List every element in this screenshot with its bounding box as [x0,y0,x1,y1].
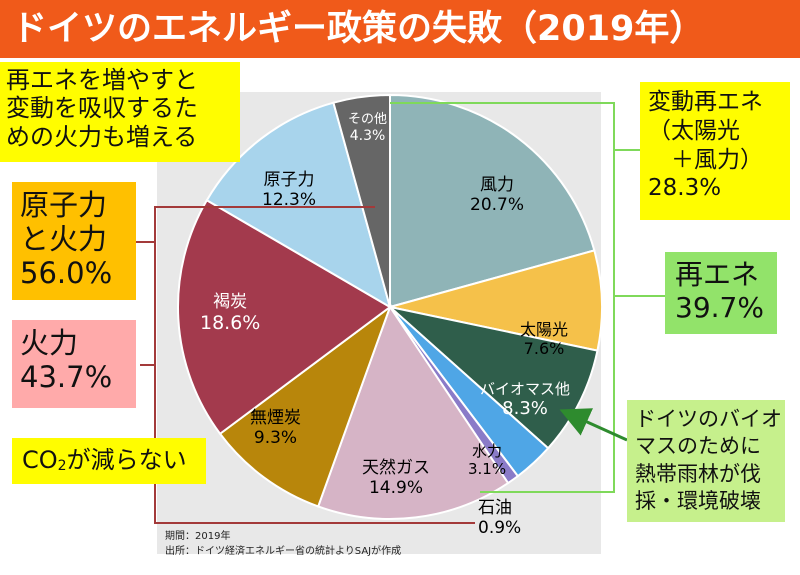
slice-label-nuclear: 原子力 12.3% [262,170,316,211]
note-line: 火力 [20,326,79,360]
note-line: 原子力 [20,188,108,222]
slice-name-oil: 石油 [478,498,512,518]
thermal-box: 火力 43.7% [12,320,136,408]
note-line: めの火力も増える [6,122,198,151]
slice-label-wind: 風力 20.7% [470,175,524,216]
slice-name-wind: 風力 [480,175,514,195]
variable-renewable-bracket [390,102,615,493]
note-line: 再エネを増やすと [6,66,198,94]
pie-slice-9 [332,93,391,308]
note-line: ドイツのバイオ [635,407,782,431]
slice-value-biomass: 8.3% [502,398,548,419]
slice-value-lignite: 18.6% [200,312,261,335]
slice-name-hydro: 水力 [472,442,503,460]
slice-label-solar: 太陽光 7.6% [520,320,568,358]
pie-slice-0 [389,93,596,309]
pie-slice-6 [218,304,393,508]
slice-value-wind: 20.7% [470,195,525,216]
note-value: 56.0% [20,256,113,291]
note-line: 採・環境破壊 [635,488,761,513]
period-footnote: 期間：2019年 [165,531,231,542]
note-line: 変動を吸収するた [6,94,198,123]
pie-slice-7 [177,198,392,436]
pie-slice-2 [386,305,599,450]
note-line: （太陽光 [648,117,740,144]
note-line: と火力 [20,222,108,257]
note-line: 再エネ [675,258,760,291]
note-value: 43.7% [20,360,113,395]
slice-value-solar: 7.6% [523,339,565,359]
page-title: ドイツのエネルギー政策の失敗（2019年） [0,0,800,58]
slice-name-solar: 太陽光 [520,320,569,339]
co2-subscript: 2 [57,458,67,474]
note-value: 39.7% [675,291,764,325]
slice-name-lignite: 褐炭 [213,292,248,312]
slice-value-anthracite: 9.3% [253,428,298,449]
pie-slice-1 [389,249,603,352]
note-line: 熱帯雨林が伐 [635,461,761,486]
note-line: 変動再エネ [648,89,763,115]
pie-slice-8 [205,101,392,310]
slice-value-other: 4.3% [349,127,386,144]
note-line: マスのために [635,434,761,459]
slice-name-biomass: バイオマス他 [480,380,571,398]
variable-renewable-box: 変動再エネ （太陽光 ＋風力） 28.3% [640,82,790,220]
slice-name-nuclear: 原子力 [263,170,315,190]
slice-label-gas: 天然ガス 14.9% [362,458,430,499]
slice-label-anthracite: 無煙炭 9.3% [250,408,301,449]
note-line: ＋風力） [648,146,763,173]
co2-suffix: が減らない [66,446,187,474]
biomass-arrow [559,408,628,442]
slice-name-anthracite: 無煙炭 [250,408,301,428]
co2-text: CO [22,446,58,474]
slice-name-gas: 天然ガス [362,458,430,478]
slice-label-lignite: 褐炭 18.6% [200,292,260,335]
slice-label-hydro: 水力 3.1% [468,442,506,478]
nuclear-thermal-box: 原子力 と火力 56.0% [12,182,136,300]
biomass-note: ドイツのバイオ マスのために 熱帯雨林が伐 採・環境破壊 [627,400,785,522]
renewable-absorb-note: 再エネを増やすと 変動を吸収するた めの火力も増える [0,62,240,162]
slice-label-other: その他 4.3% [348,112,387,144]
note-value: 28.3% [648,175,722,202]
slice-value-hydro: 3.1% [468,460,507,478]
source-footnote: 出所：ドイツ経済エネルギー省の統計よりSAJが作成 [165,546,402,557]
renewable-box: 再エネ 39.7% [665,252,777,334]
slice-name-other: その他 [348,112,388,127]
slice-value-oil: 0.9% [478,518,522,539]
slice-label-oil: 石油 0.9% [478,498,521,539]
slice-value-nuclear: 12.3% [262,190,317,211]
co2-note: CO2が減らない [12,438,206,484]
slice-value-gas: 14.9% [368,478,423,499]
slice-label-biomass: バイオマス他 8.3% [480,380,570,420]
